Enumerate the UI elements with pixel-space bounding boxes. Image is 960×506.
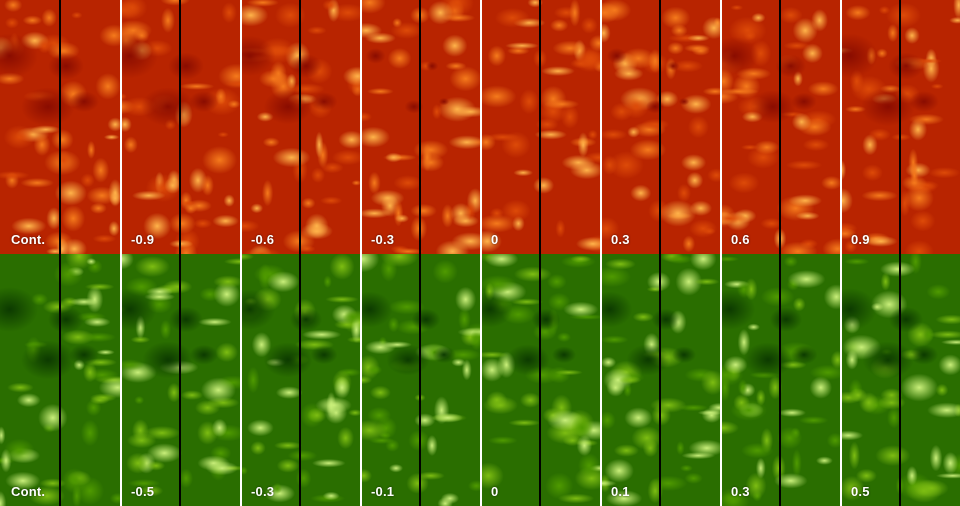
panel-label: 0 [491,232,499,247]
panel-label: Cont. [11,484,46,499]
panel-label: 0.3 [611,232,630,247]
red-panel-7: 0.9 [840,0,960,254]
red-filtergram-row: Cont. -0.9 -0.6 -0.3 0 0.3 0.6 0.9 [0,0,960,254]
panel-label: 0 [491,484,499,499]
panel-label: 0.5 [851,484,870,499]
panel-label: -0.5 [131,484,155,499]
red-panel-2: -0.6 [240,0,360,254]
red-panel-3: -0.3 [360,0,480,254]
panel-label: -0.3 [251,484,275,499]
red-panel-cont: Cont. [0,0,120,254]
green-panel-4: 0 [480,254,600,506]
red-panel-4: 0 [480,0,600,254]
panel-label: 0.6 [731,232,750,247]
green-panel-1: -0.5 [120,254,240,506]
green-panel-5: 0.1 [600,254,720,506]
panel-label: 0.9 [851,232,870,247]
red-panel-6: 0.6 [720,0,840,254]
panel-label: -0.6 [251,232,275,247]
red-panel-1: -0.9 [120,0,240,254]
green-panel-6: 0.3 [720,254,840,506]
green-filtergram-row: Cont. -0.5 -0.3 -0.1 0 0.1 0.3 0.5 [0,254,960,506]
green-panel-2: -0.3 [240,254,360,506]
green-panel-7: 0.5 [840,254,960,506]
panel-label: 0.3 [731,484,750,499]
green-panel-cont: Cont. [0,254,120,506]
panel-label: -0.1 [371,484,395,499]
panel-label: -0.9 [131,232,155,247]
panel-label: Cont. [11,232,46,247]
panel-label: -0.3 [371,232,395,247]
green-panel-3: -0.1 [360,254,480,506]
red-panel-5: 0.3 [600,0,720,254]
panel-label: 0.1 [611,484,630,499]
